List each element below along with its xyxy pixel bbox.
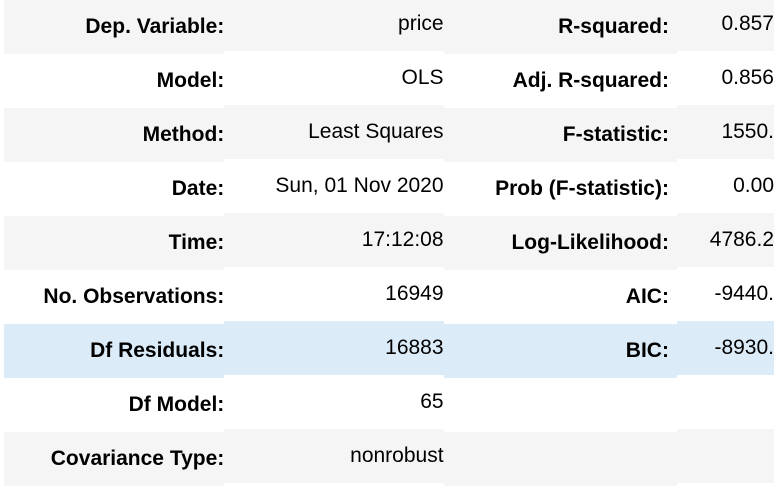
- covariance-type-label: Covariance Type:: [50, 447, 225, 470]
- table-row: No. Observations: 16949 AIC: -9440.: [4, 270, 774, 324]
- empty-label-cell: [444, 378, 677, 432]
- date-value: Sun, 01 Nov 2020: [275, 174, 444, 197]
- model-label: Model:: [156, 69, 225, 92]
- time-value: 17:12:08: [361, 228, 444, 251]
- adj-r-squared-value: 0.856: [721, 66, 774, 89]
- method-value: Least Squares: [308, 120, 444, 143]
- no-observations-value: 16949: [385, 282, 444, 305]
- model-value: OLS: [401, 66, 444, 89]
- r-squared-label: R-squared:: [558, 15, 669, 38]
- dep-variable-value: price: [398, 12, 444, 35]
- dep-variable-label: Dep. Variable:: [85, 15, 225, 38]
- prob-f-statistic-value: 0.00: [733, 174, 774, 197]
- table-row: Model: OLS Adj. R-squared: 0.856: [4, 54, 774, 108]
- prob-f-statistic-label: Prob (F-statistic):: [495, 177, 669, 200]
- aic-value: -9440.: [714, 282, 774, 305]
- table-row-highlighted: Df Residuals: 16883 BIC: -8930.: [4, 324, 774, 378]
- table-row: Df Model: 65: [4, 378, 774, 432]
- log-likelihood-label: Log-Likelihood:: [511, 231, 669, 254]
- f-statistic-label: F-statistic:: [562, 123, 669, 146]
- f-statistic-value: 1550.: [721, 120, 774, 143]
- r-squared-value: 0.857: [721, 12, 774, 35]
- df-residuals-label: Df Residuals:: [90, 339, 225, 362]
- df-model-value: 65: [420, 390, 444, 413]
- no-observations-label: No. Observations:: [43, 285, 225, 308]
- table-row: Covariance Type: nonrobust: [4, 432, 774, 486]
- table-row: Date: Sun, 01 Nov 2020 Prob (F-statistic…: [4, 162, 774, 216]
- adj-r-squared-label: Adj. R-squared:: [512, 69, 669, 92]
- table-row: Time: 17:12:08 Log-Likelihood: 4786.2: [4, 216, 774, 270]
- method-label: Method:: [142, 123, 225, 146]
- date-label: Date:: [171, 177, 225, 200]
- time-label: Time:: [168, 231, 225, 254]
- covariance-type-value: nonrobust: [350, 444, 444, 467]
- df-residuals-value: 16883: [385, 336, 444, 359]
- bic-label: BIC:: [625, 339, 669, 362]
- table-row: Method: Least Squares F-statistic: 1550.: [4, 108, 774, 162]
- aic-label: AIC:: [625, 285, 669, 308]
- empty-value-cell: [677, 375, 774, 429]
- bic-value: -8930.: [714, 336, 774, 359]
- log-likelihood-value: 4786.2: [709, 228, 774, 251]
- df-model-label: Df Model:: [128, 393, 225, 416]
- table-row: Dep. Variable: price R-squared: 0.857: [4, 0, 774, 54]
- ols-summary-table: Dep. Variable: price R-squared: 0.857 Mo…: [4, 0, 774, 486]
- empty-label-cell: [444, 432, 677, 486]
- empty-value-cell: [677, 429, 774, 483]
